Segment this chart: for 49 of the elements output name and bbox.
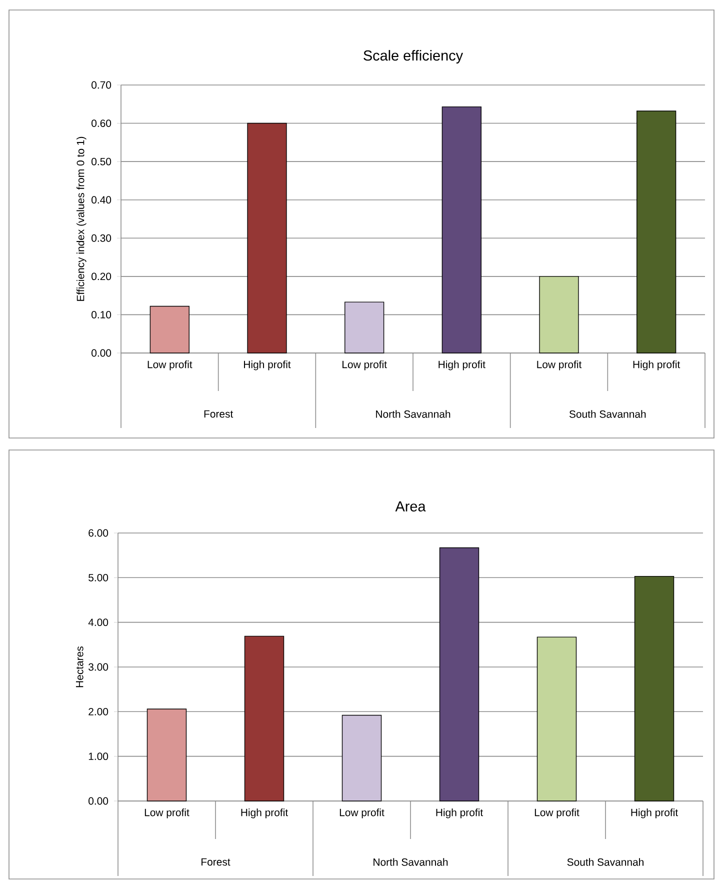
bar <box>344 302 384 354</box>
x-tick-label: Low profit <box>537 360 582 370</box>
y-axis-title: Hectares <box>76 646 84 688</box>
x-tick-label: Low profit <box>144 808 190 818</box>
x-tick-label: Low profit <box>148 360 192 370</box>
text: Forest <box>202 858 230 866</box>
y-tick-label: 2.00 <box>88 708 108 716</box>
bar <box>244 636 284 802</box>
y-tick-label: 6.00 <box>88 529 108 537</box>
y-axis-title: Efficiency index (values from 0 to 1) <box>76 136 86 301</box>
y-tick-label: 0.60 <box>92 120 112 127</box>
y-tick-label: 4.00 <box>88 618 108 626</box>
y-tick-label: 5.00 <box>88 574 108 582</box>
bar <box>636 110 676 354</box>
bar <box>634 576 674 802</box>
y-tick-label: 0.30 <box>92 234 112 242</box>
x-tick-label: High profit <box>438 360 486 370</box>
bar <box>146 708 187 802</box>
y-tick-label: 0.00 <box>88 797 108 805</box>
bar <box>150 306 190 354</box>
x-tick-label: Low profit <box>342 360 387 370</box>
y-tick-label: 0.10 <box>92 311 112 318</box>
x-tick-label: High profit <box>436 808 483 818</box>
y-tick-label: 0.20 <box>92 272 112 280</box>
bar <box>442 106 482 354</box>
y-tick-label: 1.00 <box>88 752 108 760</box>
chart-title: Scale efficiency <box>364 50 464 64</box>
x-tick-label: Low profit <box>534 808 580 818</box>
text: South Savannah <box>569 410 646 418</box>
x-tick-label: Low profit <box>340 808 384 818</box>
text: North Savannah <box>376 410 450 418</box>
bar <box>439 547 480 802</box>
y-tick-label: 0.40 <box>92 196 112 204</box>
text: North Savannah <box>374 858 448 866</box>
chart-title: Area <box>395 501 426 512</box>
y-tick-label: 0.70 <box>92 81 112 89</box>
y-tick-label: 3.00 <box>88 663 108 671</box>
bar <box>539 276 579 354</box>
y-tick-label: 0.00 <box>92 349 112 357</box>
bar <box>536 636 577 802</box>
x-tick-label: High profit <box>244 360 291 370</box>
y-tick-label: 0.50 <box>92 158 112 166</box>
bar <box>342 714 382 802</box>
x-tick-label: High profit <box>633 360 680 370</box>
text: South Savannah <box>567 858 644 866</box>
x-tick-label: High profit <box>241 808 288 818</box>
text: Forest <box>204 410 234 418</box>
bar <box>247 122 287 354</box>
x-tick-label: High profit <box>631 808 678 818</box>
